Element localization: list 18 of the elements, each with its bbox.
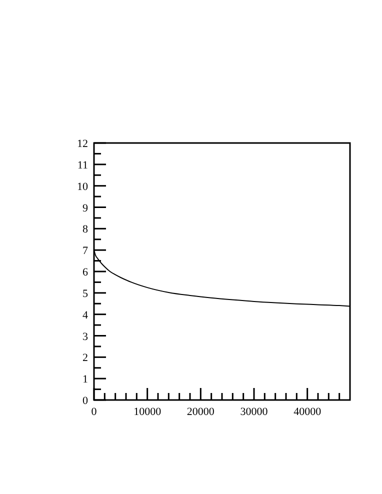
x-tick-label: 30000 [240, 406, 268, 418]
y-tick-label: 5 [82, 288, 88, 300]
y-tick-label: 11 [77, 159, 88, 172]
y-tick-label: 0 [82, 395, 88, 407]
x-tick-label: 20000 [186, 406, 215, 418]
y-tick-label: 4 [82, 309, 88, 322]
y-tick-label: 12 [77, 138, 88, 150]
y-tick-label: 7 [82, 245, 88, 258]
y-tick-label: 9 [82, 202, 88, 214]
y-tick-label: 2 [82, 352, 88, 364]
x-tick-label: 40000 [294, 406, 322, 418]
y-tick-label: 6 [82, 266, 88, 278]
x-tick-label: 0 [91, 406, 98, 418]
y-tick-label: 8 [82, 224, 88, 236]
y-tick-label: 1 [82, 374, 88, 386]
y-tick-label: 10 [77, 180, 88, 193]
x-tick-label: 10000 [134, 406, 162, 418]
y-tick-label: 3 [82, 330, 88, 343]
